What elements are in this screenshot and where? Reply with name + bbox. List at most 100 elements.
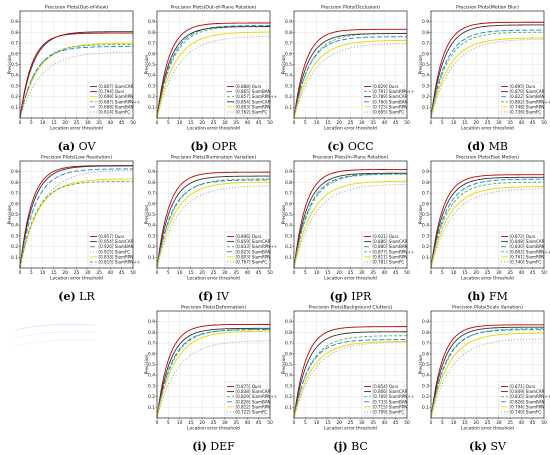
caption-name: MB [485, 140, 508, 153]
x-tick-label: 10 [314, 270, 320, 276]
x-axis-label: Location error threshold [461, 426, 514, 432]
legend-entry: [0.957] Ours [99, 234, 125, 239]
x-tick-label: 50 [267, 420, 273, 426]
x-tick-label: 0 [430, 120, 433, 126]
caption-name: LR [76, 290, 96, 303]
y-tick-label: 0.3 [422, 233, 429, 239]
series-line-siamrpn [293, 39, 408, 119]
y-tick-label: 0.9 [285, 169, 292, 175]
y-tick-label: 0.4 [285, 373, 292, 379]
series-line-ours [430, 21, 545, 119]
x-tick-label: 30 [496, 120, 502, 126]
caption-name: OV [75, 140, 96, 153]
x-tick-label: 45 [119, 270, 125, 276]
legend-entry: [0.926] SiamBAN [99, 244, 134, 249]
y-tick-label: 0.8 [11, 30, 18, 36]
series-line-ours [156, 171, 270, 269]
x-tick-label: 25 [485, 120, 491, 126]
series-line-siamcar [430, 326, 544, 419]
x-tick-label: 50 [404, 270, 410, 276]
legend-entry: [0.767] SiamFC [236, 260, 268, 265]
caption-letter: (b) [190, 140, 208, 153]
x-tick-label: 5 [304, 270, 307, 276]
legend: [0.854] Ours[0.806] SiamCAR[0.769] SiamR… [361, 381, 414, 416]
x-tick-label: 50 [541, 420, 547, 426]
legend-entry: [0.954] SiamCAR [99, 239, 134, 244]
x-tick-label: 0 [156, 120, 159, 126]
y-tick-label: 0.7 [11, 191, 18, 197]
legend-entry: [0.687] SiamRPN++ [99, 99, 141, 104]
y-tick-label: 0.8 [422, 330, 429, 336]
caption-letter: (d) [467, 140, 485, 153]
series-line-ours [156, 22, 271, 119]
subfigure-caption: (i) DEF [192, 440, 235, 453]
x-tick-label: 5 [167, 420, 170, 426]
x-tick-label: 15 [325, 120, 331, 126]
x-tick-label: 0 [293, 270, 296, 276]
legend-box [87, 81, 131, 116]
x-tick-label: 35 [96, 270, 102, 276]
y-tick-label: 0.3 [285, 233, 292, 239]
y-tick-label: 0.6 [422, 351, 429, 357]
x-tick-label: 30 [222, 420, 228, 426]
x-tick-label: 5 [30, 270, 33, 276]
legend-box [498, 231, 542, 266]
series-line-siamrpn [156, 31, 271, 119]
caption-name: IV [213, 290, 230, 303]
x-tick-label: 10 [40, 120, 46, 126]
x-tick-label: 40 [245, 420, 251, 426]
chart-title: Precision Plots(Illumination Variation) [171, 155, 257, 161]
series-line-siamban [430, 178, 545, 269]
x-tick-label: 25 [485, 270, 491, 276]
y-tick-label: 0.8 [148, 330, 155, 336]
series-line-ours [156, 323, 270, 419]
y-tick-label: 0.5 [422, 362, 429, 368]
legend-entry: [0.699] SiamRPN [99, 94, 134, 99]
legend-entry: [0.803] SiamRPN [236, 104, 271, 109]
y-tick-label: 0.9 [148, 19, 155, 25]
legend-entry: [0.822] SiamBAN [510, 94, 545, 99]
x-tick-label: 40 [245, 270, 251, 276]
y-tick-label: 0.8 [285, 330, 292, 336]
legend-entry: [0.803] SiamRPN [236, 254, 271, 259]
series-line-siamrpnplusplus [156, 178, 271, 269]
x-tick-label: 30 [85, 270, 91, 276]
legend: [0.807] SiamCAR[0.794] Ours[0.699] SiamR… [87, 81, 141, 116]
y-tick-label: 0.8 [422, 30, 429, 36]
x-tick-label: 25 [74, 270, 80, 276]
series-line-siamban [156, 179, 271, 269]
legend-box [361, 81, 405, 116]
legend-entry: [0.761] SiamRPN [510, 254, 545, 259]
series-line-siamrpnplusplus [19, 180, 134, 269]
subfigure-caption: (d) MB [467, 140, 508, 153]
legend-entry: [0.826] SiamBAN [236, 399, 271, 404]
series-line-siamrpn [156, 181, 271, 269]
y-tick-label: 0.7 [285, 41, 292, 47]
series-line-siamfc [430, 38, 545, 119]
legend-entry: [0.614] SiamFC [99, 110, 131, 115]
x-tick-label: 50 [541, 120, 547, 126]
x-tick-label: 40 [382, 420, 388, 426]
legend-box [224, 81, 268, 116]
x-tick-label: 10 [177, 270, 183, 276]
y-tick-label: 0.7 [11, 41, 18, 47]
caption-name: SV [487, 440, 507, 453]
caption-name: IPR [348, 290, 372, 303]
x-tick-label: 30 [359, 120, 365, 126]
legend-entry: [0.740] SiamFC [510, 410, 542, 415]
legend-box [361, 381, 405, 416]
legend-entry: [0.838] SiamCAR [236, 389, 271, 394]
y-axis-label: Precision [281, 354, 287, 374]
subfigure-caption: (k) SV [469, 440, 507, 453]
legend-entry: [0.835] SiamRPN++ [510, 394, 550, 399]
legend-box [361, 231, 405, 266]
caption-name: OPR [208, 140, 237, 153]
decorative-line [14, 339, 96, 347]
x-axis-label: Location error threshold [50, 276, 103, 282]
caption-letter: (h) [467, 290, 485, 303]
x-tick-label: 45 [256, 120, 262, 126]
y-tick-label: 0.1 [285, 255, 292, 261]
x-tick-label: 30 [359, 270, 365, 276]
series-line-siamrpn [19, 178, 134, 269]
